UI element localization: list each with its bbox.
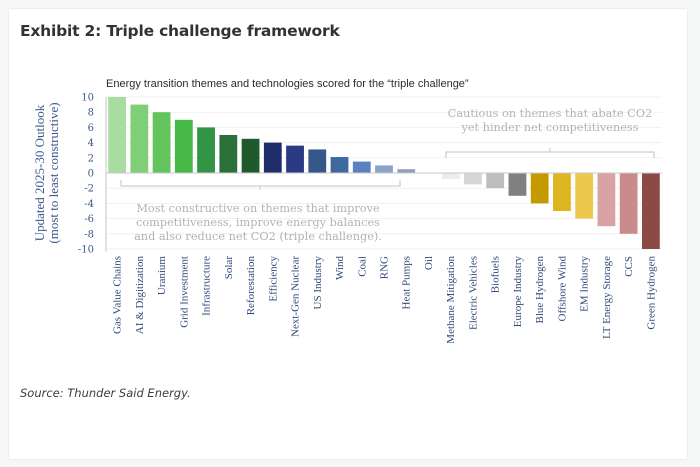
chart-subtitle: Energy transition themes and technologie…	[106, 78, 469, 90]
annotations: Most constructive on themes that improve…	[134, 107, 652, 243]
x-tick-label: Blue Hydrogen	[534, 256, 546, 324]
positive-annotation-line: and also reduce net CO2 (triple challeng…	[134, 230, 382, 243]
y-tick-label: 2	[88, 153, 94, 164]
x-tick-label: Heat Pumps	[401, 256, 413, 309]
y-tick-label: 6	[88, 123, 94, 134]
y-tick-label: 8	[88, 108, 94, 119]
bar	[530, 173, 549, 204]
negative-annotation-line: Cautious on themes that abate CO2	[448, 107, 653, 120]
y-axis-label: Updated 2025-30 Outlook (most to least co…	[32, 102, 61, 243]
bar	[286, 145, 304, 173]
bar	[308, 149, 327, 173]
positive-annotation-line: competitiveness, improve energy balances	[136, 216, 380, 229]
bar	[486, 173, 505, 189]
x-tick-label: Biofuels	[490, 256, 502, 293]
exhibit-title: Exhibit 2: Triple challenge framework	[20, 22, 340, 40]
bar	[375, 165, 393, 173]
x-tick-label: RNG	[379, 256, 391, 279]
x-tick-label: Gas Value Chains	[112, 256, 124, 334]
x-tick-label: Europe Industry	[512, 256, 524, 328]
y-tick-label: -2	[84, 184, 94, 195]
y-tick-label: -6	[84, 214, 94, 225]
bar	[152, 112, 171, 173]
negative-bracket	[445, 148, 655, 158]
bar	[397, 169, 416, 173]
bar	[108, 97, 127, 173]
bar	[263, 142, 282, 173]
x-tick-label: Reforestation	[245, 256, 257, 316]
x-tick-label: Green Hydrogen	[645, 256, 657, 330]
bar	[130, 104, 149, 173]
positive-annotation-line: Most constructive on themes that improve	[136, 202, 380, 215]
x-axis-categories: Gas Value Chains AI & Digitization Uranium…	[112, 256, 658, 344]
y-axis-label-line: Updated 2025-30 Outlook	[32, 104, 47, 241]
y-tick-label: -8	[84, 229, 94, 240]
bar	[219, 135, 238, 173]
x-tick-label: Infrastructure	[201, 256, 213, 316]
bar	[352, 161, 371, 173]
x-tick-label: LT Energy Storage	[601, 256, 613, 339]
y-tick-label: -4	[84, 199, 94, 210]
bar	[575, 173, 594, 219]
bar	[241, 138, 260, 173]
x-tick-label: AI & Digitization	[134, 256, 146, 335]
source-note: Source: Thunder Said Energy.	[20, 386, 191, 400]
bar	[330, 157, 349, 173]
x-tick-label: Coal	[356, 256, 368, 277]
bar	[174, 119, 193, 173]
bars	[108, 97, 660, 249]
x-tick-label: Methane Mitigation	[445, 256, 457, 344]
y-tick-label: 10	[81, 93, 94, 104]
positive-bracket	[120, 180, 401, 190]
x-tick-label: Solar	[223, 256, 235, 280]
x-tick-label: Grid Investment	[178, 256, 190, 328]
x-tick-label: CCS	[623, 256, 635, 277]
bar	[508, 173, 527, 196]
bar	[619, 173, 638, 234]
y-tick-label: 0	[88, 169, 94, 180]
bar	[441, 173, 460, 180]
x-tick-label: Wind	[334, 256, 346, 280]
x-tick-label: US Industry	[312, 256, 324, 310]
y-tick-label: -10	[78, 245, 94, 256]
annotation-brackets	[120, 148, 655, 190]
x-tick-label: Offshore Wind	[556, 256, 568, 322]
x-tick-label: Next-Gen Nuclear	[290, 256, 302, 337]
negative-annotation-line: yet hinder net competitiveness	[460, 121, 638, 134]
y-axis-label-line: (most to least constructive)	[46, 102, 61, 243]
y-tick-label: 4	[88, 138, 94, 149]
bar	[553, 173, 571, 211]
x-tick-label: EM Industry	[579, 256, 591, 312]
x-tick-label: Electric Vehicles	[467, 256, 479, 330]
bar	[464, 173, 482, 185]
x-tick-label: Uranium	[156, 256, 168, 296]
bar	[641, 173, 660, 249]
bar	[597, 173, 616, 227]
x-tick-label: Efficiency	[267, 256, 279, 302]
y-axis-ticks: 10 8 6 4 2 0 -2 -4 -6 -8 -10	[78, 93, 94, 256]
x-tick-label: Oil	[423, 256, 435, 270]
bar	[197, 127, 215, 173]
